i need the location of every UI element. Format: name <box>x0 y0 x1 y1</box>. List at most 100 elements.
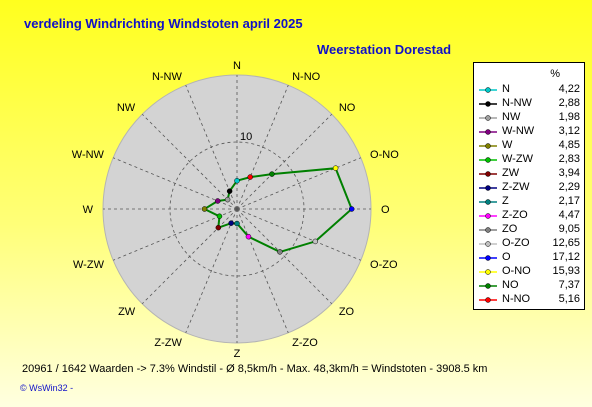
legend-value: 4,22 <box>558 83 580 95</box>
legend-item: W 4,85 <box>474 139 584 153</box>
legend-value: 1,98 <box>558 111 580 123</box>
legend-value: 15,93 <box>552 265 580 277</box>
legend-marker-icon <box>479 185 497 191</box>
legend-label: N <box>502 83 510 95</box>
direction-label: ZO <box>339 306 355 318</box>
direction-label: Z-ZW <box>154 337 182 349</box>
direction-label: O-ZO <box>370 259 398 271</box>
legend-label: N-NW <box>502 97 532 109</box>
legend-marker-icon <box>479 297 497 303</box>
data-point <box>228 220 234 226</box>
legend-marker-icon <box>479 269 497 275</box>
legend-marker-icon <box>479 143 497 149</box>
legend-marker-icon <box>479 213 497 219</box>
direction-label: N-NO <box>292 71 321 83</box>
legend-label: O-NO <box>502 265 531 277</box>
station-name: Weerstation Dorestad <box>317 42 452 57</box>
grid-spoke <box>185 208 238 333</box>
legend-label: ZW <box>502 167 520 179</box>
legend-label: ZO <box>502 223 518 235</box>
legend-label: Z <box>502 195 509 207</box>
legend-label: Z-ZO <box>502 209 528 221</box>
grid-spoke <box>141 208 238 305</box>
legend-item: O-ZO 12,65 <box>474 237 584 251</box>
legend-label: N-NO <box>502 293 531 305</box>
data-point <box>215 224 222 231</box>
data-point <box>234 220 240 227</box>
direction-label: Z-ZO <box>292 337 318 349</box>
legend-marker-icon <box>479 87 497 93</box>
legend-item: ZO 9,05 <box>474 223 584 237</box>
legend-value: 7,37 <box>558 279 580 291</box>
direction-label: O <box>381 204 390 216</box>
direction-label: NO <box>339 102 356 114</box>
legend-item: Z-ZW 2,29 <box>474 181 584 195</box>
legend-item: Z 2,17 <box>474 195 584 209</box>
grid-spoke <box>185 85 238 210</box>
legend-marker-icon <box>479 241 497 247</box>
chart-title: verdeling Windrichting Windstoten april … <box>24 16 303 31</box>
legend-value: 12,65 <box>552 237 580 249</box>
legend-marker-icon <box>479 171 497 177</box>
legend-marker-icon <box>479 115 497 121</box>
direction-label: N-NW <box>152 71 183 83</box>
legend-marker-icon <box>479 283 497 289</box>
data-point <box>214 198 221 204</box>
legend-value: 4,47 <box>558 209 580 221</box>
legend-item: W-ZW 2,83 <box>474 153 584 167</box>
grid-spoke <box>113 208 238 261</box>
legend-item: O 17,12 <box>474 251 584 265</box>
legend-value: 2,29 <box>558 181 580 193</box>
legend-label: O-ZO <box>502 237 530 249</box>
legend-value: 5,16 <box>558 293 580 305</box>
legend-item: N-NW 2,88 <box>474 97 584 111</box>
legend-item: W-NW 3,12 <box>474 125 584 139</box>
data-point <box>226 188 233 194</box>
legend-label: W-ZW <box>502 153 533 165</box>
legend-value: 9,05 <box>558 223 580 235</box>
legend-value: 17,12 <box>552 251 580 263</box>
legend-label: NO <box>502 279 519 291</box>
grid-spoke <box>236 85 289 210</box>
direction-label: NW <box>117 102 136 114</box>
legend-label: O <box>502 251 511 263</box>
grid-spoke <box>236 157 361 210</box>
grid-spoke <box>236 208 333 305</box>
direction-label: W <box>83 204 94 216</box>
legend-marker-icon <box>479 199 497 205</box>
legend-value: 4,85 <box>558 139 580 151</box>
footer-stats: 20961 / 1642 Waarden -> 7.3% Windstil - … <box>22 363 488 375</box>
legend-marker-icon <box>479 255 497 261</box>
legend-value: 2,17 <box>558 195 580 207</box>
legend-marker-icon <box>479 157 497 163</box>
data-point <box>201 206 208 212</box>
grid-spoke <box>141 113 238 210</box>
legend-item: N-NO 5,16 <box>474 293 584 307</box>
data-point <box>348 206 355 212</box>
legend-label: W-NW <box>502 125 535 137</box>
legend-label: NW <box>502 111 521 123</box>
grid-spoke <box>236 113 333 210</box>
legend-item: N 4,22 <box>474 83 584 97</box>
legend-label: W <box>502 139 513 151</box>
data-point <box>269 171 275 177</box>
data-point <box>312 238 319 245</box>
legend-label: Z-ZW <box>502 181 530 193</box>
legend-item: NW 1,98 <box>474 111 584 125</box>
legend-value: 2,88 <box>558 97 580 109</box>
grid-spoke <box>236 208 361 261</box>
legend-item: NO 7,37 <box>474 279 584 293</box>
legend-marker-icon <box>479 101 497 107</box>
ring-label: 10 <box>240 131 252 143</box>
direction-label: W-ZW <box>73 259 105 271</box>
legend-unit: % <box>550 68 560 80</box>
data-point <box>216 213 223 220</box>
direction-label: ZW <box>118 306 136 318</box>
legend-marker-icon <box>479 227 497 233</box>
data-point <box>332 165 339 171</box>
data-point <box>277 249 283 255</box>
legend: % N 4,22 N-NW 2,88 NW 1,98 W-NW 3,12 W 4,85 W-ZW 2,… <box>473 62 585 310</box>
legend-item: Z-ZO 4,47 <box>474 209 584 223</box>
brand-label: © WsWin32 - <box>20 383 74 393</box>
